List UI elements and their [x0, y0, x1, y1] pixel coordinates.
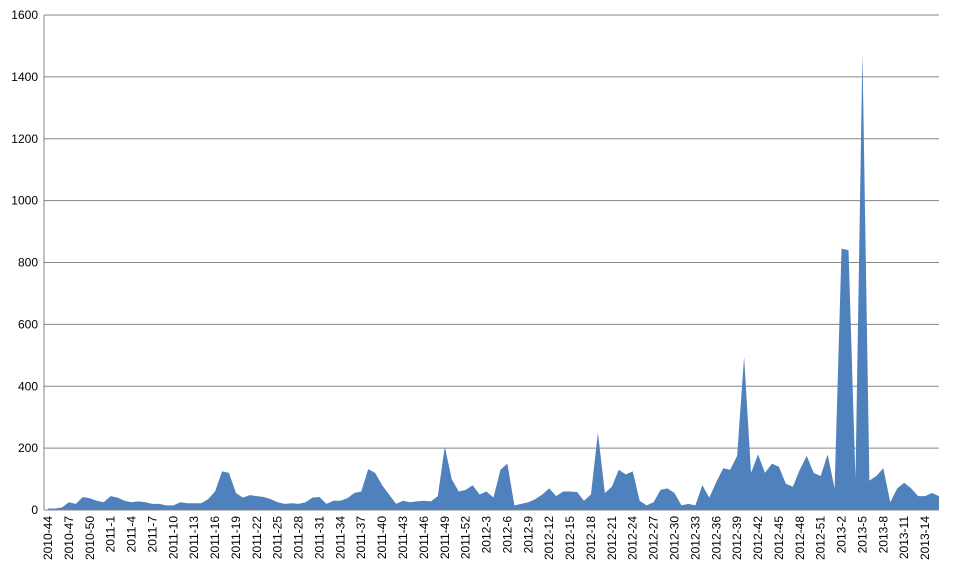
y-tick-label: 200	[18, 441, 38, 455]
x-tick-label: 2011-7	[145, 516, 159, 553]
y-tick-label: 0	[31, 503, 38, 517]
y-tick-label: 1600	[11, 8, 38, 22]
x-tick-label: 2011-34	[333, 516, 347, 559]
x-tick-label: 2012-9	[521, 516, 535, 554]
x-tick-label: 2011-49	[438, 516, 452, 559]
x-tick-label: 2012-15	[563, 516, 577, 560]
x-tick-label: 2012-51	[814, 516, 828, 560]
x-tick-label: 2012-45	[772, 516, 786, 560]
x-tick-label: 2013-11	[897, 516, 911, 559]
x-tick-label: 2011-52	[459, 516, 473, 559]
x-tick-label: 2012-24	[626, 516, 640, 560]
x-tick-label: 2011-28	[292, 516, 306, 559]
x-tick-label: 2013-2	[835, 516, 849, 554]
x-tick-label: 2010-50	[83, 516, 97, 560]
y-tick-label: 1000	[11, 194, 38, 208]
x-tick-label: 2012-42	[751, 516, 765, 560]
x-tick-label: 2011-46	[417, 516, 431, 559]
x-tick-label: 2010-44	[41, 516, 55, 560]
x-tick-label: 2011-16	[208, 516, 222, 559]
x-tick-label: 2011-13	[187, 516, 201, 559]
x-tick-label: 2012-18	[584, 516, 598, 560]
x-tick-label: 2012-6	[500, 516, 514, 554]
x-tick-label: 2012-30	[667, 516, 681, 560]
x-tick-label: 2012-12	[542, 516, 556, 560]
y-tick-label: 800	[18, 256, 38, 270]
x-tick-label: 2012-48	[793, 516, 807, 560]
x-tick-label: 2011-19	[229, 516, 243, 559]
x-tick-label: 2011-40	[375, 516, 389, 559]
y-tick-label: 600	[18, 317, 38, 331]
x-tick-label: 2012-21	[605, 516, 619, 560]
y-tick-label: 1200	[11, 132, 38, 146]
x-tick-label: 2011-22	[250, 516, 264, 559]
x-tick-label: 2013-5	[855, 516, 869, 554]
x-tick-label: 2011-37	[354, 516, 368, 559]
x-tick-label: 2011-4	[125, 516, 139, 553]
x-tick-label: 2011-1	[104, 516, 118, 553]
x-tick-label: 2011-25	[271, 516, 285, 559]
x-tick-label: 2012-27	[647, 516, 661, 560]
x-tick-label: 2012-33	[688, 516, 702, 560]
x-tick-label: 2011-10	[166, 516, 180, 559]
x-tick-label: 2012-3	[480, 516, 494, 554]
y-tick-label: 400	[18, 379, 38, 393]
area	[48, 52, 939, 510]
x-tick-label: 2012-36	[709, 516, 723, 560]
x-tick-label: 2013-14	[918, 516, 932, 560]
x-tick-label: 2011-43	[396, 516, 410, 559]
x-tick-label: 2011-31	[312, 516, 326, 559]
x-tick-label: 2012-39	[730, 516, 744, 560]
x-tick-label: 2013-8	[876, 516, 890, 554]
x-tick-label: 2010-47	[62, 516, 76, 560]
y-tick-label: 1400	[11, 70, 38, 84]
